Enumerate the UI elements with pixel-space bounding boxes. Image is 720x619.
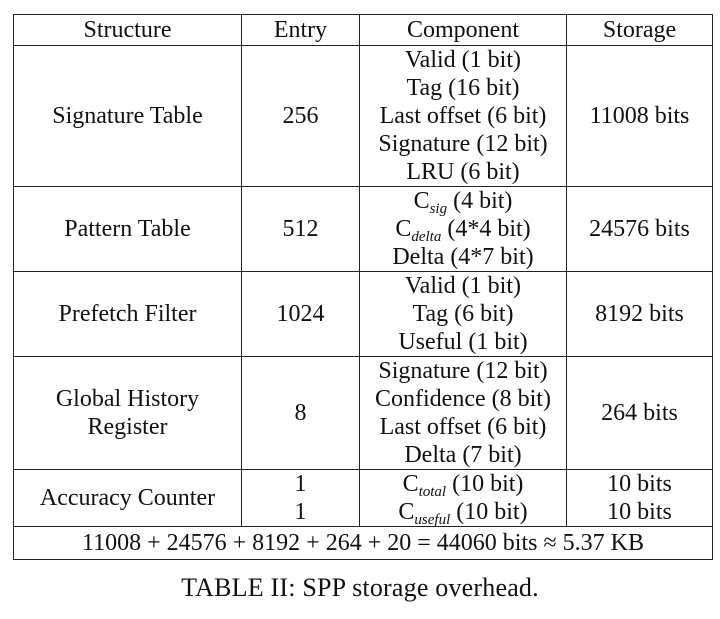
entry-cell: 512 (241, 186, 360, 272)
structure-cell: Accuracy Counter (13, 469, 242, 527)
table-row-total: 11008 + 24576 + 8192 + 264 + 20 = 44060 … (13, 526, 713, 560)
component-line: Tag (6 bit) (412, 301, 514, 327)
component-line: Csig (4 bit) (413, 188, 513, 217)
component-cell: Ctotal (10 bit) Cuseful (10 bit) (359, 469, 567, 528)
header-structure: Structure (13, 14, 242, 46)
component-cell: Valid (1 bit) Tag (6 bit) Useful (1 bit) (359, 271, 567, 357)
table-caption: TABLE II: SPP storage overhead. (181, 573, 539, 602)
storage-cell: 11008 bits (566, 45, 713, 187)
storage-cell: 8192 bits (566, 271, 713, 357)
table-row-global-history-register: Global History Register 8 Signature (12 … (13, 356, 713, 470)
component-line: Signature (12 bit) (378, 358, 548, 384)
component-line: Ctotal (10 bit) (402, 471, 524, 500)
header-row: Structure Entry Component Storage (13, 14, 713, 46)
component-cell: Valid (1 bit) Tag (16 bit) Last offset (… (359, 45, 567, 187)
component-line: Last offset (6 bit) (379, 103, 547, 129)
component-line: Delta (7 bit) (404, 442, 522, 468)
structure-cell: Prefetch Filter (13, 271, 242, 357)
component-line: Valid (1 bit) (405, 47, 521, 73)
component-cell: Signature (12 bit) Confidence (8 bit) La… (359, 356, 567, 470)
component-line: Cdelta (4*4 bit) (395, 216, 531, 245)
component-line: Cuseful (10 bit) (398, 499, 528, 528)
entry-cell: 8 (241, 356, 360, 470)
structure-cell: Pattern Table (13, 186, 242, 272)
total-cell: 11008 + 24576 + 8192 + 264 + 20 = 44060 … (13, 526, 713, 560)
component-line: Valid (1 bit) (405, 273, 521, 299)
table-row-pattern-table: Pattern Table 512 Csig (4 bit) Cdelta (4… (13, 186, 713, 272)
component-line: Useful (1 bit) (398, 329, 528, 355)
component-cell: Csig (4 bit) Cdelta (4*4 bit) Delta (4*7… (359, 186, 567, 272)
entry-cell: 1 1 (241, 469, 360, 527)
table-row-signature-table: Signature Table 256 Valid (1 bit) Tag (1… (13, 45, 713, 187)
component-line: Signature (12 bit) (378, 131, 548, 157)
structure-cell: Signature Table (13, 45, 242, 187)
component-line: Last offset (6 bit) (379, 414, 547, 440)
component-line: LRU (6 bit) (406, 159, 520, 185)
table-row-prefetch-filter: Prefetch Filter 1024 Valid (1 bit) Tag (… (13, 271, 713, 357)
component-line: Confidence (8 bit) (375, 386, 551, 412)
storage-cell: 10 bits 10 bits (566, 469, 713, 527)
entry-cell: 256 (241, 45, 360, 187)
header-entry: Entry (241, 14, 360, 46)
structure-cell: Global History Register (13, 356, 242, 470)
entry-cell: 1024 (241, 271, 360, 357)
storage-cell: 24576 bits (566, 186, 713, 272)
table-row-accuracy-counter: Accuracy Counter 1 1 Ctotal (10 bit) Cus… (13, 469, 713, 528)
component-line: Delta (4*7 bit) (392, 244, 534, 270)
storage-cell: 264 bits (566, 356, 713, 470)
spp-storage-table: Structure Entry Component Storage Signat… (13, 14, 713, 560)
header-component: Component (359, 14, 567, 46)
header-storage: Storage (566, 14, 713, 46)
component-line: Tag (16 bit) (406, 75, 520, 101)
